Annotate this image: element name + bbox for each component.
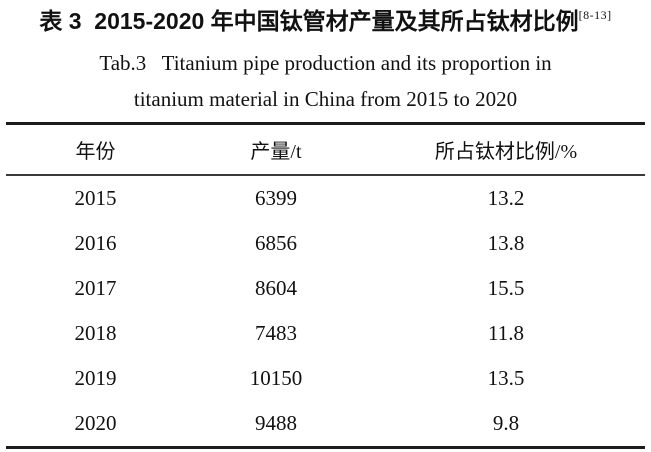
table-caption-zh: 表 3 2015-2020 年中国钛管材产量及其所占钛材比例[8-13]	[0, 0, 651, 35]
cell-proportion: 9.8	[492, 411, 520, 435]
caption-reference-superscript: [8-13]	[578, 8, 612, 22]
table-row: 2015 6399 13.2	[6, 175, 645, 221]
header-year: 年份	[6, 123, 185, 176]
cell-proportion: 13.8	[487, 231, 525, 255]
table-row: 2020 9488 9.8	[6, 401, 645, 448]
header-proportion: 所占钛材比例/%	[367, 123, 645, 176]
cell-proportion: 11.8	[488, 321, 524, 345]
cell-year: 2016	[74, 231, 117, 255]
table-row: 2017 8604 15.5	[6, 266, 645, 311]
cell-production: 6399	[254, 186, 297, 210]
table-header-row: 年份 产量/t 所占钛材比例/%	[6, 123, 645, 176]
cell-year: 2018	[74, 321, 117, 345]
caption-zh-text: 表 3 2015-2020 年中国钛管材产量及其所占钛材比例	[39, 8, 579, 34]
cell-proportion: 13.5	[487, 366, 525, 390]
cell-year: 2019	[74, 366, 117, 390]
cell-year: 2015	[74, 186, 117, 210]
production-table: 年份 产量/t 所占钛材比例/% 2015 6399 13.2 2016 685…	[6, 122, 645, 449]
cell-production: 8604	[254, 276, 297, 300]
cell-year: 2020	[74, 411, 117, 435]
cell-production: 7483	[254, 321, 297, 345]
cell-proportion: 15.5	[487, 276, 525, 300]
table-caption-en-line1: Tab.3 Titanium pipe production and its p…	[99, 51, 552, 75]
table-row: 2016 6856 13.8	[6, 221, 645, 266]
table-row: 2018 7483 11.8	[6, 311, 645, 356]
cell-production: 9488	[254, 411, 297, 435]
cell-production: 6856	[254, 231, 297, 255]
cell-year: 2017	[74, 276, 117, 300]
table-caption-en-line2: titanium material in China from 2015 to …	[133, 87, 518, 111]
header-production: 产量/t	[184, 123, 368, 176]
cell-proportion: 13.2	[487, 186, 525, 210]
cell-production: 10150	[249, 366, 303, 390]
table-row: 2019 10150 13.5	[6, 356, 645, 401]
